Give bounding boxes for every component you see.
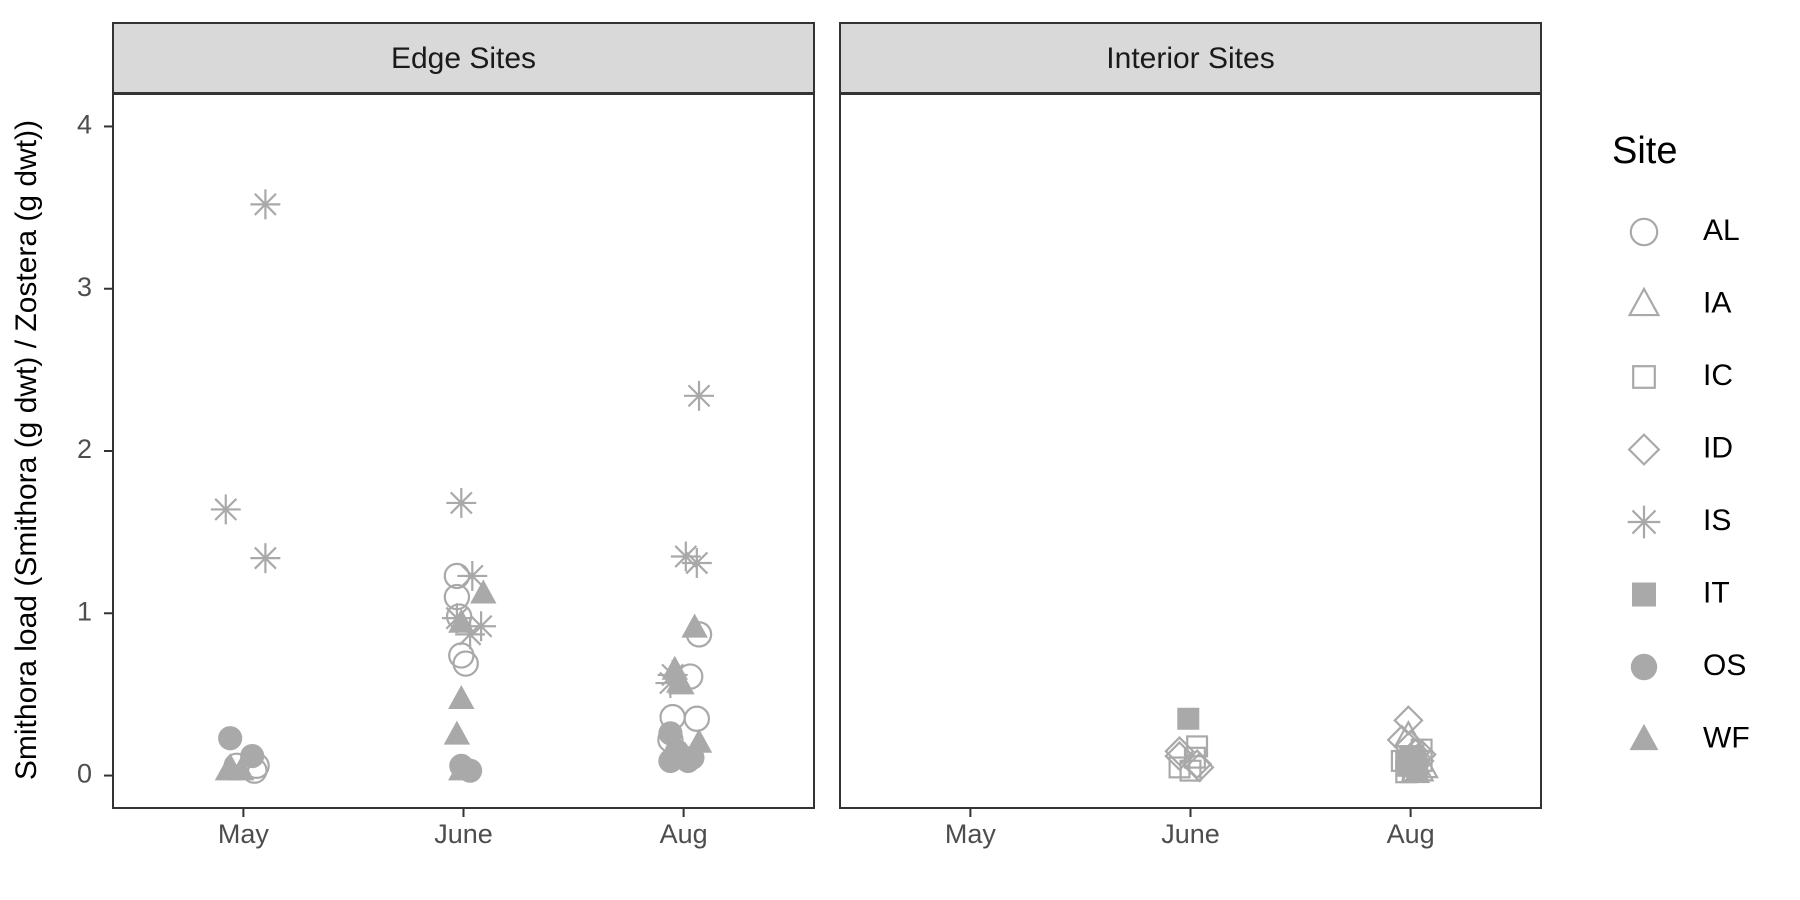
legend-label: WF <box>1703 721 1750 754</box>
legend-key-ia <box>1627 286 1661 317</box>
legend-label: ID <box>1703 431 1733 464</box>
data-point-is <box>250 189 281 220</box>
data-point-os <box>680 745 705 770</box>
data-point-os <box>658 748 683 774</box>
data-point-wf <box>666 668 693 693</box>
legend-label: AL <box>1703 214 1740 247</box>
data-points <box>1164 705 1439 784</box>
data-point-wf <box>470 579 497 604</box>
data-point-id <box>1164 736 1195 767</box>
x-tick-label: Aug <box>660 819 708 849</box>
data-point-it <box>1177 707 1200 730</box>
legend-label: OS <box>1703 649 1746 682</box>
data-point-is <box>457 560 488 591</box>
legend-label: IC <box>1703 359 1733 392</box>
data-point-is <box>250 543 281 574</box>
legend-item-id: ID <box>1627 431 1733 466</box>
data-point-os <box>218 726 243 751</box>
data-point-al <box>443 562 471 590</box>
legend-item-it: IT <box>1632 576 1730 609</box>
legend-item-ic: IC <box>1632 359 1733 392</box>
x-tick-label: June <box>1161 819 1220 849</box>
legend-key-id <box>1627 433 1661 466</box>
legend-key-os <box>1630 653 1658 681</box>
data-point-al <box>683 705 711 732</box>
legend-item-wf: WF <box>1629 721 1750 754</box>
y-tick-label: 1 <box>77 596 92 626</box>
legend-item-al: AL <box>1629 214 1740 247</box>
data-point-wf <box>443 720 471 745</box>
legend-label: IA <box>1703 286 1731 319</box>
data-point-is <box>466 611 497 642</box>
legend-key-wf <box>1629 723 1659 751</box>
data-point-id <box>1184 752 1215 783</box>
y-tick-label: 4 <box>77 110 92 140</box>
data-point-al <box>452 650 479 677</box>
x-tick-label: May <box>218 819 270 849</box>
facet-panels: Edge Sites May June Aug Interior Sites May Jun… <box>112 22 1542 849</box>
y-axis-title: Smithora load (Smithora (g dwt) / Zoster… <box>10 120 43 780</box>
panel-title: Interior Sites <box>1106 42 1274 75</box>
data-point-wf <box>681 613 708 638</box>
data-point-is <box>210 494 241 525</box>
legend-key-is <box>1627 505 1661 539</box>
data-point-wf <box>448 608 475 633</box>
data-point-wf <box>448 684 475 709</box>
y-tick-label: 2 <box>77 434 92 464</box>
legend-key-ic <box>1632 365 1656 389</box>
x-tick-label: Aug <box>1387 819 1435 849</box>
x-tick-label: May <box>945 819 997 849</box>
legend-key-it <box>1632 582 1656 607</box>
panel-strip <box>839 22 1542 94</box>
panel-interior-sites: Interior Sites May June Aug <box>839 22 1542 849</box>
panel-plot-area <box>839 93 1542 809</box>
x-tick-label: June <box>434 819 493 849</box>
legend-label: IS <box>1703 504 1731 537</box>
data-point-os <box>458 758 483 783</box>
y-tick-label: 3 <box>77 272 92 302</box>
legend-title: Site <box>1612 130 1677 172</box>
data-point-ic <box>1179 759 1202 782</box>
data-point-ia <box>1399 755 1431 784</box>
legend-item-os: OS <box>1630 649 1746 682</box>
legend-item-is: IS <box>1627 504 1731 539</box>
y-tick-label: 0 <box>77 759 92 789</box>
panel-edge-sites: Edge Sites May June Aug <box>112 22 815 849</box>
data-point-wf <box>227 756 255 781</box>
data-points <box>210 189 714 784</box>
data-point-is <box>446 487 477 518</box>
data-point-al <box>443 583 471 611</box>
legend: Site AL IA IC ID IS IT OS WF <box>1612 130 1750 754</box>
data-point-id <box>1164 740 1195 772</box>
legend-item-ia: IA <box>1627 286 1731 319</box>
y-axis: 0 1 2 3 4 <box>77 110 113 789</box>
data-point-is <box>681 548 712 578</box>
panel-title: Edge Sites <box>391 42 536 75</box>
panel-strip <box>112 22 815 94</box>
legend-key-al <box>1629 217 1659 247</box>
legend-entries: AL IA IC ID IS IT OS WF <box>1627 214 1750 754</box>
data-point-is <box>684 380 714 411</box>
legend-label: IT <box>1703 576 1730 609</box>
